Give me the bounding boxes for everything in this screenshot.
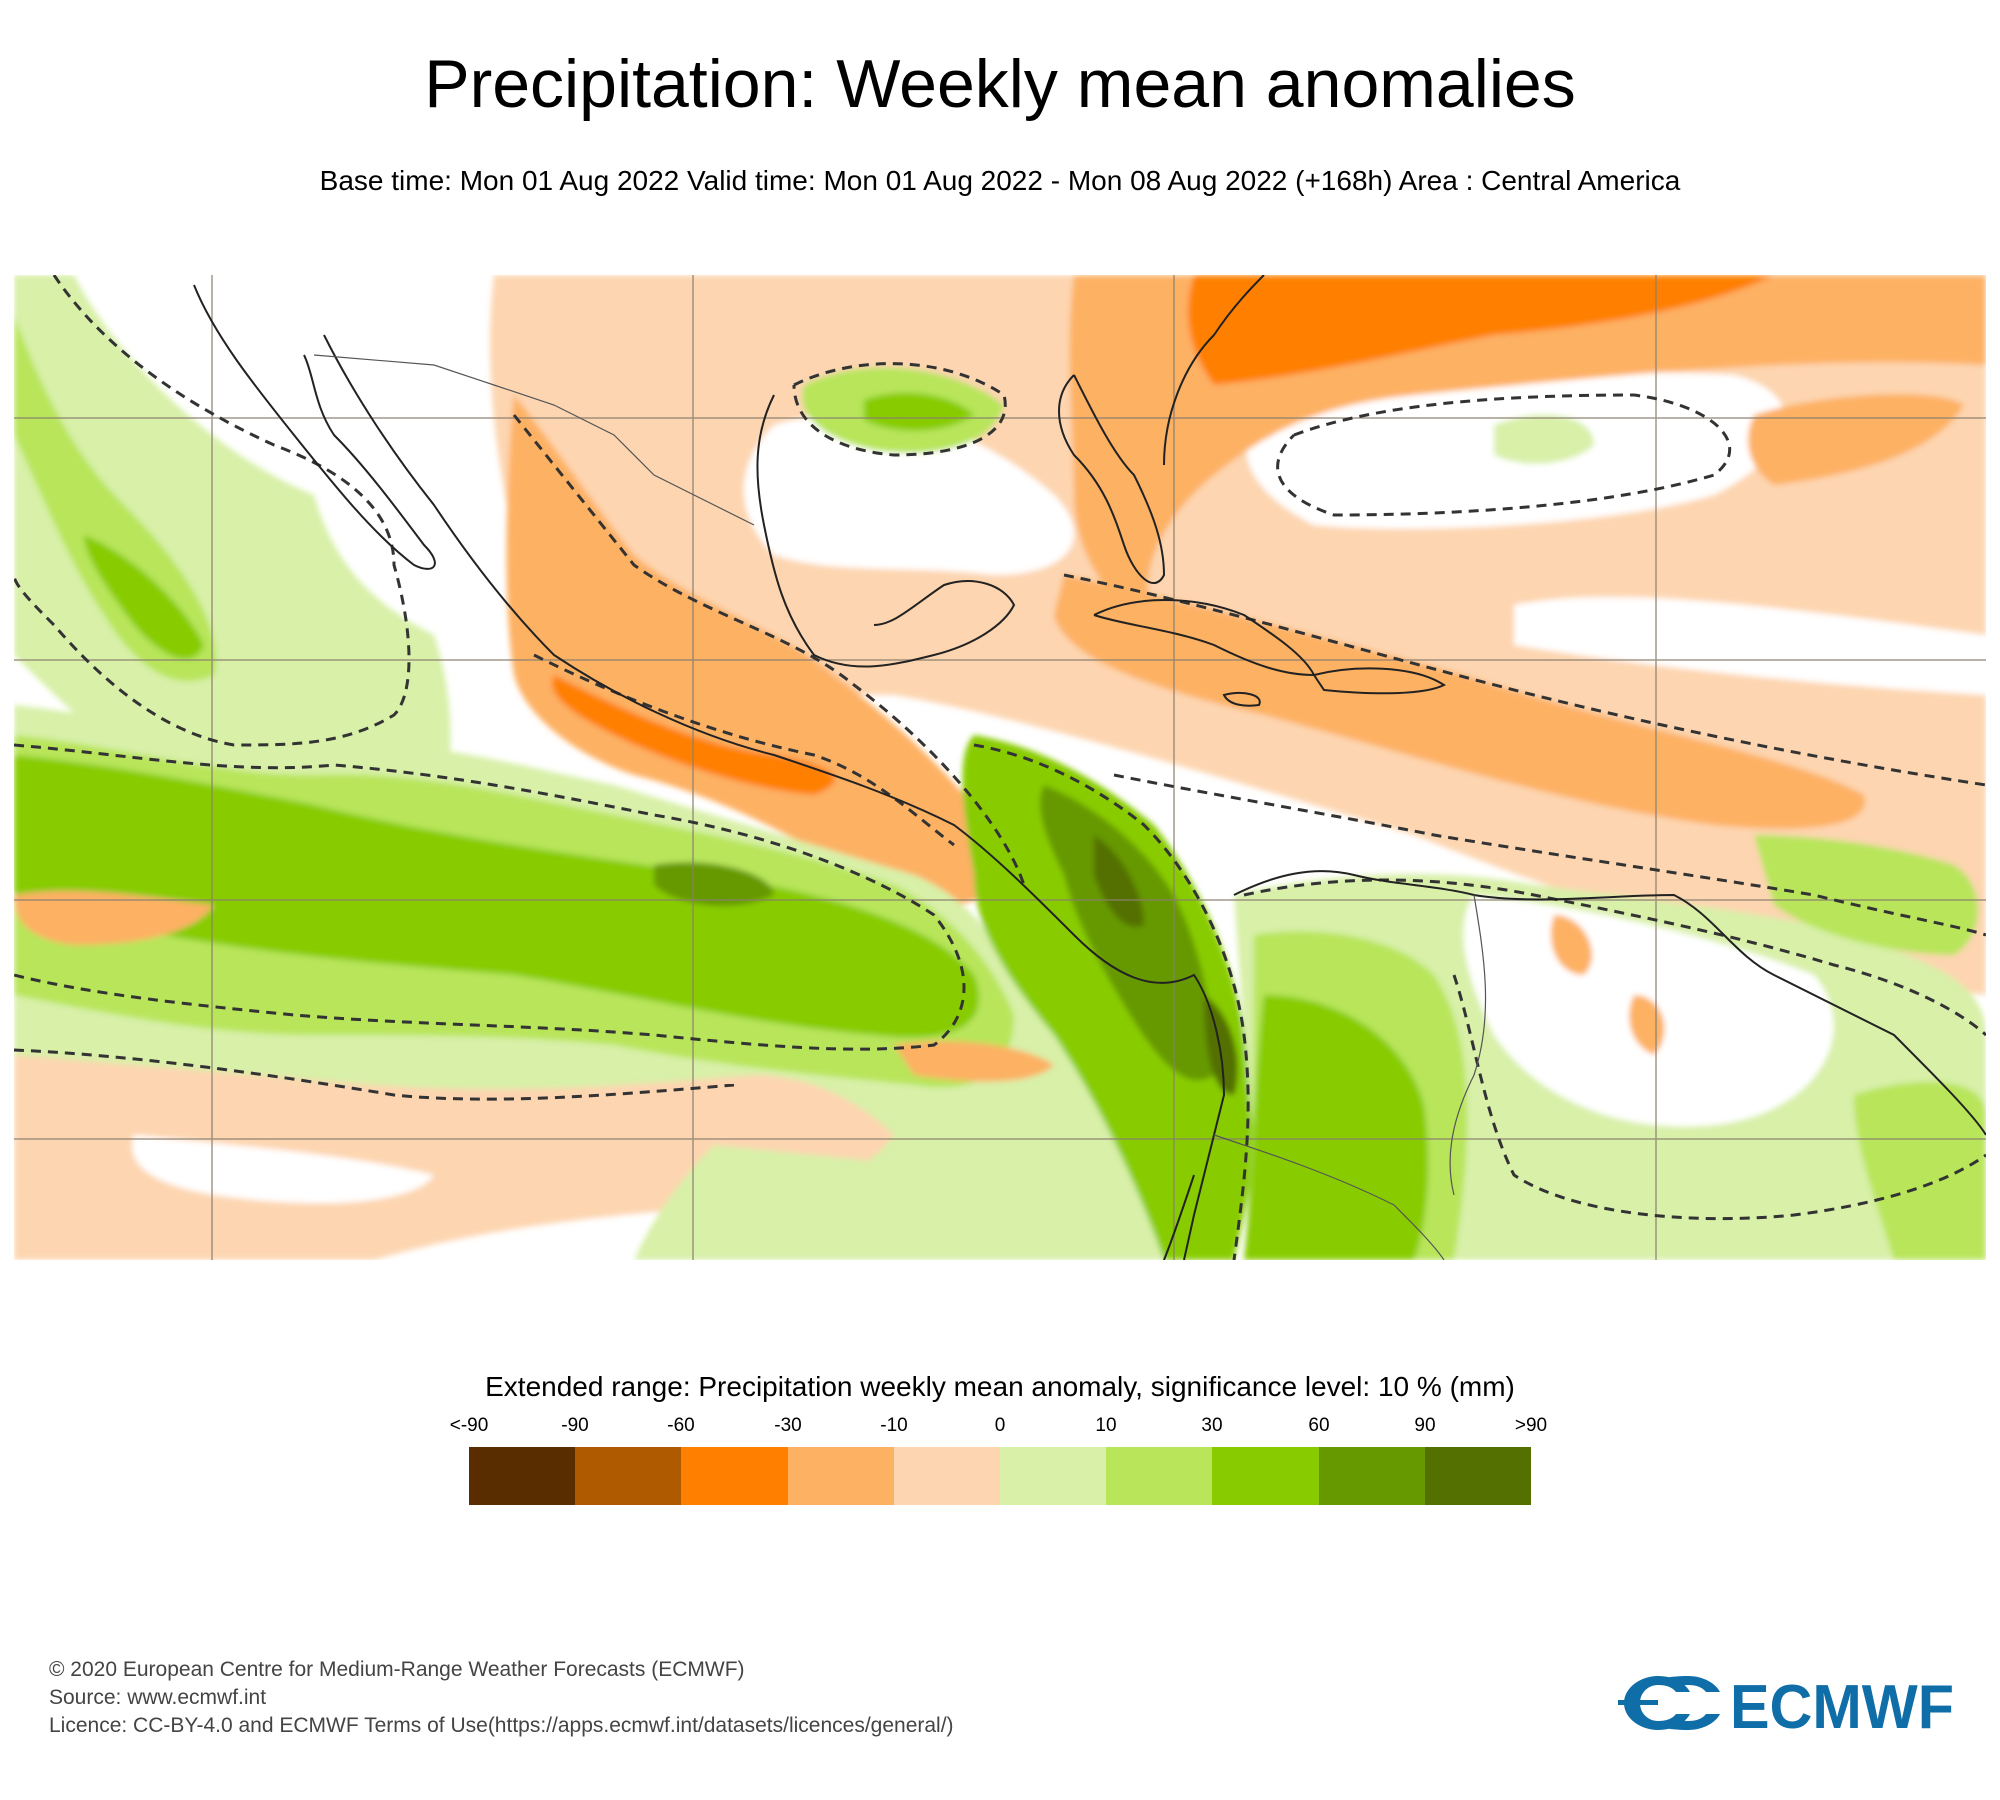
region-atlantic-orange-east	[1748, 394, 1964, 485]
coastline-baja-california	[193, 284, 436, 570]
legend-tick-label: 10	[1095, 1415, 1117, 1436]
region-caribbean-orange-band	[1054, 575, 1866, 829]
legend-color-swatch	[1212, 1447, 1319, 1505]
map-title: Precipitation: Weekly mean anomalies	[424, 46, 1576, 122]
legend-tick-label: 0	[994, 1415, 1006, 1436]
region-south-pacific-light-green	[634, 1145, 1144, 1260]
region-gulf-white	[744, 413, 1074, 575]
legend-tick-label: >90	[1514, 1415, 1548, 1436]
legend-color-swatch	[681, 1447, 788, 1505]
significance-contour	[973, 743, 1250, 1260]
region-caribbean-green-east	[1754, 835, 1978, 955]
legend-tick-label: -10	[880, 1415, 908, 1436]
legend-color-swatch	[1318, 1447, 1425, 1505]
significance-contours	[14, 275, 1986, 1260]
graticule	[14, 275, 1986, 1260]
region-atlantic-light-green-patch	[1494, 414, 1594, 464]
legend-tick-label: 30	[1201, 1415, 1223, 1436]
coastline-south-america-pacific	[1163, 1174, 1195, 1260]
coastline-jamaica	[1222, 692, 1261, 707]
region-isthmus-dark-green	[1040, 785, 1214, 1081]
coastline-florida	[1058, 374, 1166, 585]
region-gulf-north-core	[864, 392, 974, 431]
map-subtitle: Base time: Mon 01 Aug 2022 Valid time: M…	[319, 165, 1681, 196]
region-atlantic-white-south	[1514, 596, 1986, 695]
source-text: Source: www.ecmwf.int	[49, 1686, 267, 1709]
coastline-hispaniola	[1312, 667, 1446, 695]
footer-credits: © 2020 European Centre for Medium-Range …	[49, 1656, 954, 1740]
region-us-east-coast-dark-orange	[1188, 275, 1774, 385]
border-colombia-ecuador-peru	[1213, 1134, 1445, 1260]
region-itcz-dark-green-patch	[654, 862, 774, 906]
region-south-pacific-white	[132, 1135, 435, 1204]
legend-tick-label: -60	[667, 1415, 695, 1436]
legend-color-swatch	[575, 1447, 682, 1505]
legend-color-swatch	[893, 1447, 1001, 1505]
legend-tick-label: <-90	[449, 1415, 489, 1436]
anomaly-map	[14, 275, 1986, 1260]
legend-color-bar	[469, 1447, 1532, 1505]
legend-color-swatch	[1424, 1447, 1532, 1505]
region-isthmus-darkest-green	[1094, 835, 1144, 927]
ecmwf-logo: ECMWF	[1618, 1673, 1954, 1738]
region-pacific-west-core	[84, 535, 204, 659]
ecmwf-logo-text: ECMWF	[1730, 1673, 1954, 1738]
legend-color-swatch	[1000, 1447, 1107, 1505]
region-itcz-green-core	[14, 755, 980, 1038]
significance-contour	[1113, 773, 1986, 937]
legend-tick-label: 60	[1308, 1415, 1330, 1436]
coastline-south-america-north	[1233, 870, 1986, 1136]
legend-color-swatch	[1106, 1447, 1213, 1505]
significance-contour	[1063, 573, 1986, 787]
country-borders	[313, 354, 1487, 1260]
ecmwf-logo-icon	[1618, 1676, 1720, 1730]
region-guyana-green	[1854, 1081, 1986, 1260]
legend-tick-label: -30	[774, 1415, 802, 1436]
legend-color-swatch	[787, 1447, 894, 1505]
region-venezuela-orange-patches	[1550, 915, 1665, 1055]
region-mexico-orange	[506, 395, 1014, 907]
legend-tick-label: -90	[561, 1415, 589, 1436]
coastline-us-east	[1163, 275, 1265, 466]
significance-contour	[1276, 393, 1732, 517]
coastlines	[193, 275, 1986, 1260]
legend-title: Extended range: Precipitation weekly mea…	[485, 1371, 1515, 1402]
region-pacific-orange-north	[14, 890, 214, 945]
region-pacific-west-light-green	[14, 275, 451, 827]
copyright-text: © 2020 European Centre for Medium-Range …	[49, 1658, 745, 1681]
region-pacific-west-green	[14, 315, 216, 682]
region-pacific-orange-south	[894, 1041, 1054, 1082]
licence-text: Licence: CC-BY-4.0 and ECMWF Terms of Us…	[49, 1714, 954, 1737]
significance-contour	[512, 414, 1026, 886]
region-isthmus-green	[962, 735, 1255, 1260]
coastline-mexico-pacific	[323, 334, 1226, 1260]
coastline-gulf-of-mexico	[756, 394, 1016, 668]
region-mexico-coast-dark-orange	[552, 675, 835, 795]
region-panama-pacific-darkest-green	[1204, 995, 1238, 1095]
significance-contour	[792, 362, 1007, 457]
border-colombia-venezuela	[1449, 894, 1487, 1196]
significance-contour	[14, 275, 411, 747]
significance-contour	[14, 1048, 735, 1101]
legend-color-swatch	[469, 1447, 576, 1505]
significance-contour	[533, 653, 955, 847]
significance-contour	[1243, 878, 1986, 1037]
significance-contour	[14, 743, 966, 1051]
legend-tick-label: 90	[1414, 1415, 1436, 1436]
region-colombia-core-green	[1244, 995, 1429, 1260]
significance-contour	[1452, 974, 1986, 1221]
border-us-mexico	[313, 354, 755, 526]
